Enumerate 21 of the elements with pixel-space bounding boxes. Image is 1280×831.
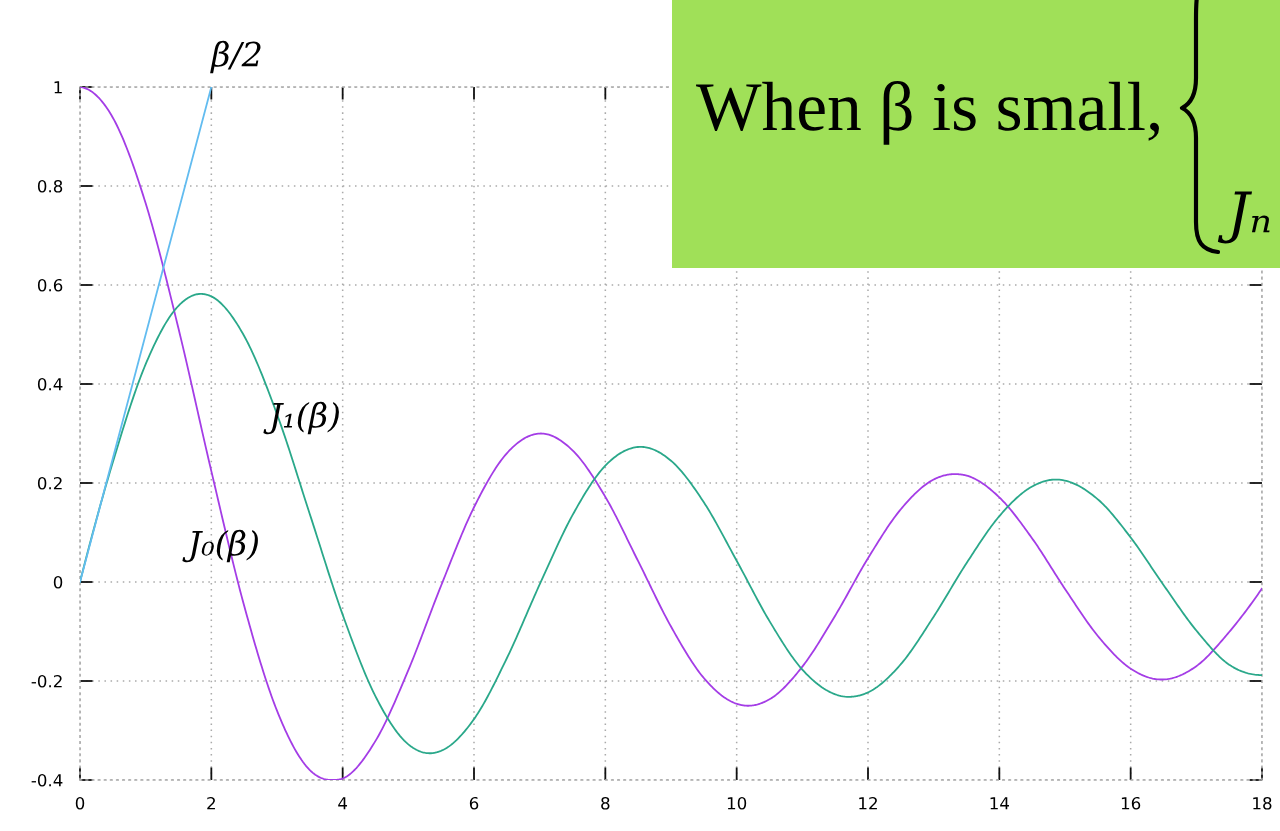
series-label: β/2 xyxy=(210,40,261,74)
x-tick-label: 10 xyxy=(727,796,747,810)
x-tick-label: 6 xyxy=(469,796,479,810)
y-tick-label: 0.2 xyxy=(37,476,62,490)
y-tick-label: 0 xyxy=(53,575,63,589)
annotation: When β is small, xyxy=(696,81,1159,145)
y-tick-label: 0.4 xyxy=(37,377,63,391)
x-tick-label: 12 xyxy=(859,796,877,810)
annotation: Jₙ xyxy=(1217,191,1270,244)
x-tick-label: 0 xyxy=(75,796,85,810)
x-tick-label: 4 xyxy=(338,797,348,810)
y-tick-label: -0.4 xyxy=(31,773,63,787)
y-tick-label: 1 xyxy=(54,81,62,94)
y-tick-label: 0.8 xyxy=(37,179,63,193)
x-tick-label: 8 xyxy=(601,796,610,810)
x-tick-label: 18 xyxy=(1253,796,1272,810)
x-tick-label: 16 xyxy=(1121,796,1141,810)
y-tick-label: 0.6 xyxy=(37,278,63,292)
x-tick-label: 2 xyxy=(207,796,215,810)
x-tick-label: 14 xyxy=(990,797,1009,810)
y-tick-label: -0.2 xyxy=(31,674,62,688)
